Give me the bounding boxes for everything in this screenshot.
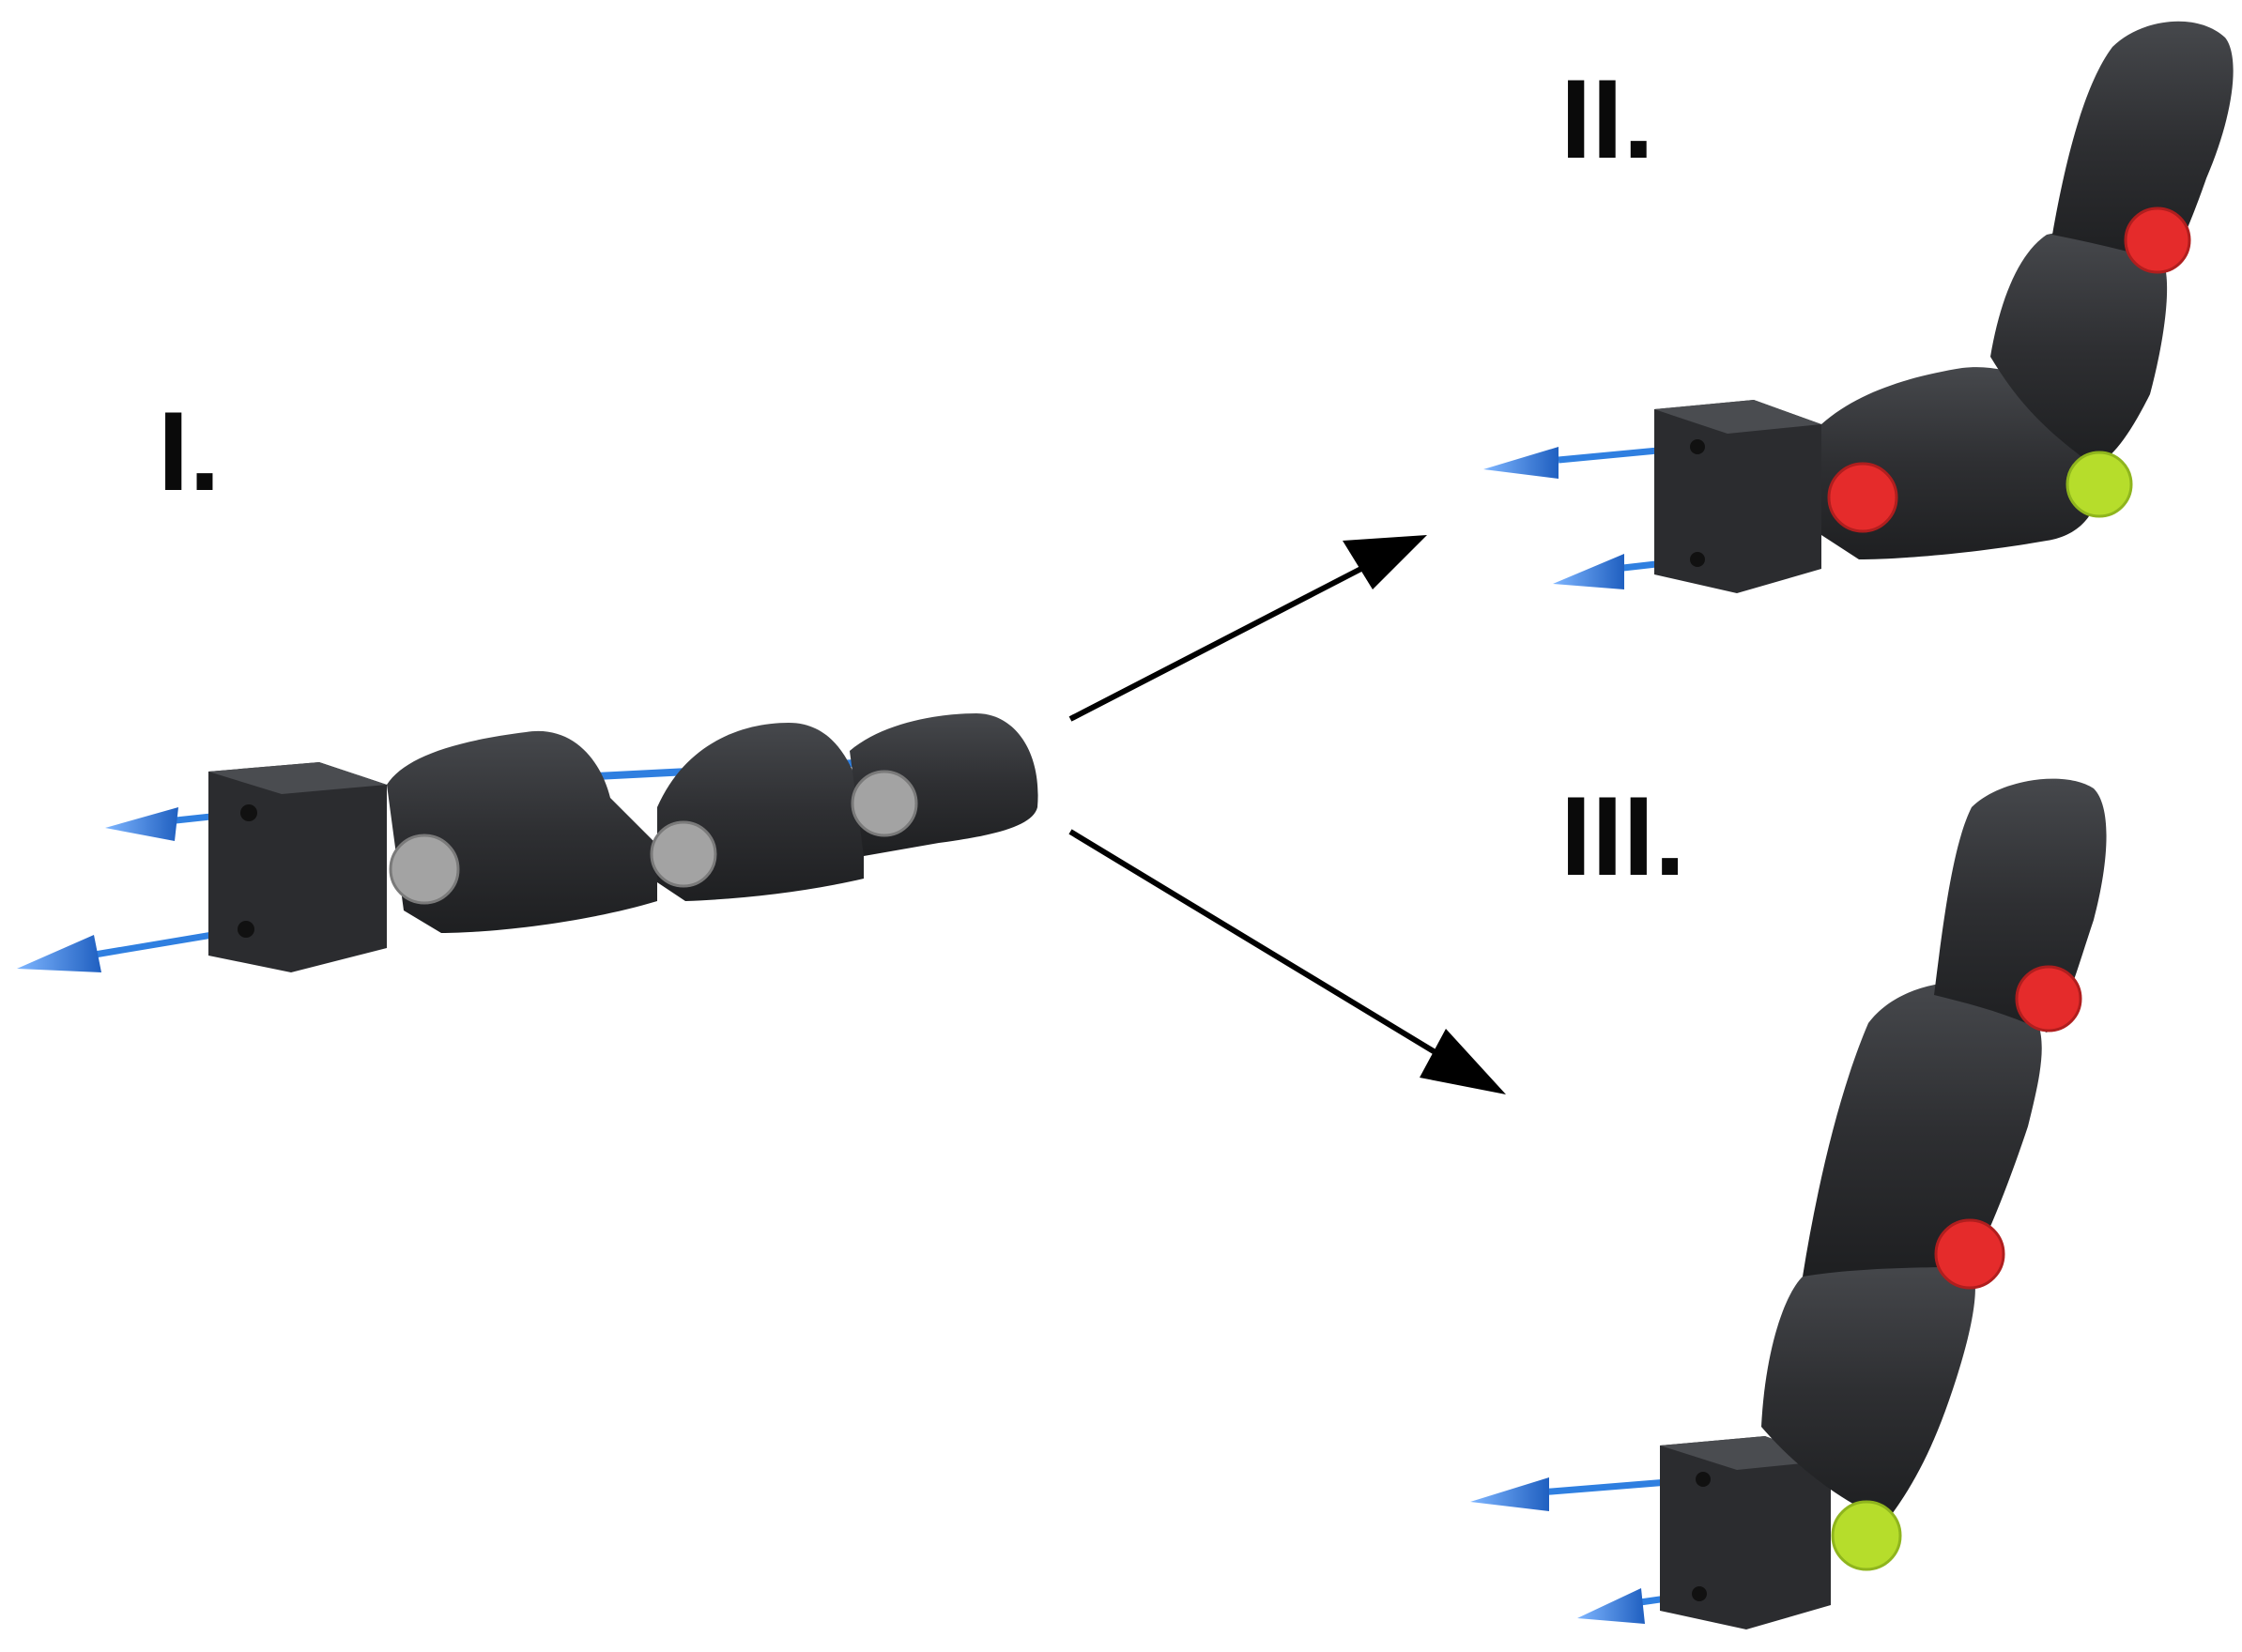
state-2-joint-1	[1827, 462, 1898, 533]
state-3-joint-3	[2015, 965, 2082, 1032]
tendon-lower-tip	[1553, 554, 1624, 589]
tendon-upper-tip	[1470, 1477, 1549, 1511]
tendon-upper-tip	[105, 807, 178, 841]
state-1-base-block	[208, 762, 387, 972]
state-3-group: III.	[1470, 773, 2107, 1629]
tendon-upper-tip	[1483, 447, 1559, 479]
state-3-joint-1	[1831, 1500, 1902, 1571]
state-2-phalanx-3-tip	[2052, 21, 2234, 263]
arrow-to-state-2	[1068, 542, 1410, 722]
state-2-phalanx-2	[1990, 231, 2168, 466]
state-2-group: II.	[1483, 21, 2234, 593]
tendon-lower-tip	[17, 935, 101, 972]
arrow-to-state-3	[1068, 829, 1467, 1073]
state-3-joint-2	[1934, 1218, 2005, 1290]
state-1-joint-1	[389, 834, 460, 905]
state-3-base-block	[1660, 1436, 1831, 1629]
state-1-joint-2	[650, 820, 717, 888]
state-2-base-block	[1654, 400, 1821, 593]
state-1-group: I.	[17, 389, 1038, 972]
arrow-to-state-2-head	[1343, 535, 1427, 589]
transition-arrows	[1068, 535, 1506, 1094]
state-2-label: II.	[1560, 56, 1654, 182]
state-3-phalanx-1	[1761, 1261, 1975, 1521]
state-3-label: III.	[1560, 773, 1685, 899]
state-1-joint-3	[851, 770, 918, 837]
state-2-joint-3	[2124, 206, 2191, 274]
tendon-lower-tip	[1577, 1588, 1645, 1624]
state-2-joint-2	[2065, 451, 2133, 518]
state-1-label: I.	[158, 389, 221, 514]
arrow-to-state-3-head	[1420, 1029, 1506, 1094]
state-3-phalanx-2	[1803, 982, 2042, 1277]
